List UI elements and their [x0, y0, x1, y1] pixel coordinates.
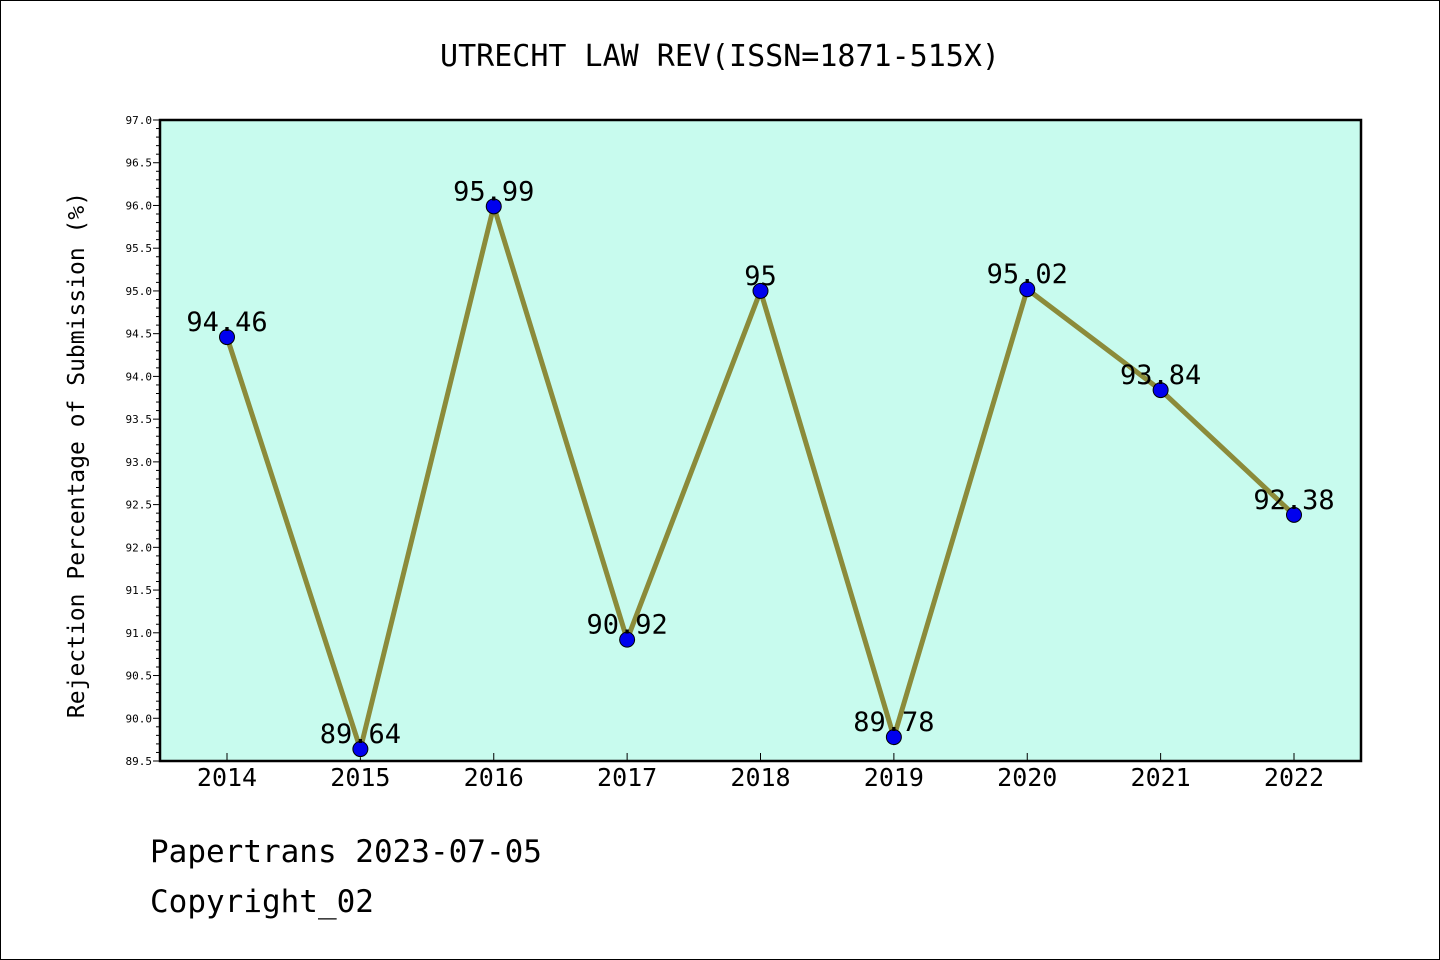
data-point	[1152, 382, 1169, 399]
y-tick-label: 92.0	[126, 541, 153, 554]
y-tick-label: 95.5	[126, 242, 153, 255]
data-label: 95	[744, 261, 777, 292]
x-axis: 2014 2015 2016 2017 2018 2019 2020 2021 2022	[197, 753, 1324, 792]
data-label: 95.99	[453, 176, 534, 207]
y-tick-label: 93.5	[126, 413, 153, 426]
y-tick-label: 96.5	[126, 157, 153, 170]
x-tick-label: 2021	[1131, 763, 1191, 792]
data-label: 95.02	[987, 259, 1068, 290]
y-tick-label: 92.5	[126, 499, 153, 512]
chart-title: UTRECHT LAW REV(ISSN=1871-515X)	[440, 39, 1000, 74]
plot-border	[158, 118, 1363, 763]
y-tick-label: 94.5	[126, 328, 153, 341]
y-tick-label: 90.0	[126, 712, 153, 725]
footer-date: Papertrans 2023-07-05	[150, 834, 542, 870]
y-tick-label: 90.5	[126, 670, 153, 683]
y-tick-label: 91.0	[126, 627, 153, 640]
data-label: 89.78	[853, 707, 934, 738]
data-label: 94.46	[186, 307, 267, 338]
data-point	[752, 282, 769, 299]
x-tick-label: 2022	[1264, 763, 1324, 792]
x-tick-label: 2015	[330, 763, 390, 792]
y-tick-label: 93.0	[126, 456, 153, 469]
y-axis: 89.5 90.0 90.5 91.0 91.5 92.0 92.5 93.0 93.5 94.0…	[126, 114, 160, 768]
data-point	[885, 729, 902, 746]
data-point	[1286, 506, 1302, 523]
plot-area	[160, 120, 1361, 761]
y-tick-label: 91.5	[126, 584, 153, 597]
y-tick-label: 96.0	[126, 199, 153, 212]
data-point	[619, 631, 636, 648]
x-tick-label: 2014	[197, 763, 257, 792]
data-point	[352, 741, 369, 758]
y-axis-label: Rejection Percentage of Submission (%)	[64, 192, 90, 718]
x-tick-label: 2019	[864, 763, 924, 792]
data-label: 90.92	[586, 610, 667, 641]
data-label: 92.38	[1253, 485, 1334, 516]
x-tick-label: 2018	[730, 763, 790, 792]
y-tick-label: 89.5	[126, 755, 153, 768]
x-tick-label: 2020	[997, 763, 1057, 792]
x-tick-label: 2016	[464, 763, 524, 792]
y-tick-label: 94.0	[126, 370, 153, 383]
data-series: 94.46 89.64 95.99 90.92 95 89.78 95.02 93.84 92.…	[186, 176, 1335, 759]
data-label: 89.64	[320, 719, 401, 750]
footer-copyright: Copyright_02	[150, 884, 374, 920]
y-tick-label: 95.0	[126, 285, 153, 298]
data-point	[219, 329, 235, 346]
data-point	[1019, 281, 1036, 298]
data-point	[485, 198, 502, 215]
y-tick-label: 97.0	[126, 114, 153, 127]
x-tick-label: 2017	[597, 763, 657, 792]
data-label: 93.84	[1120, 360, 1201, 391]
